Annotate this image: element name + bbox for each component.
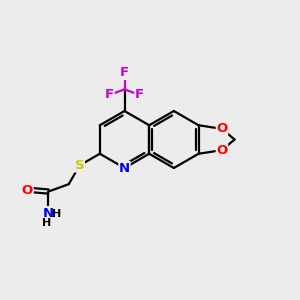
Text: N: N: [119, 161, 130, 175]
Text: F: F: [120, 66, 129, 80]
Text: F: F: [135, 88, 144, 101]
Text: F: F: [105, 88, 114, 101]
Text: O: O: [216, 122, 228, 135]
Text: S: S: [75, 159, 84, 172]
Text: O: O: [22, 184, 33, 196]
Text: H: H: [52, 209, 62, 219]
Text: N: N: [43, 207, 54, 220]
Text: O: O: [216, 144, 228, 157]
Text: H: H: [42, 218, 52, 228]
